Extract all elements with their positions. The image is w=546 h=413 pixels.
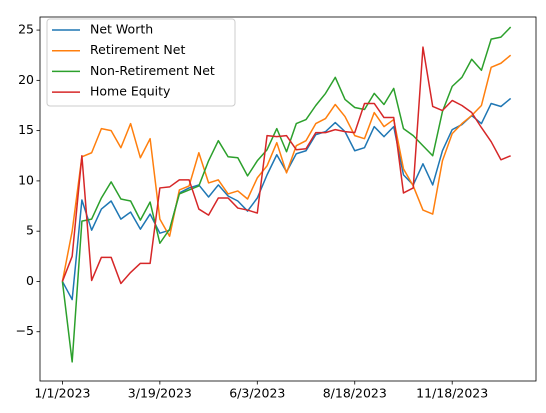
series-line bbox=[61, 26, 512, 363]
x-tick-label: 11/18/2023 bbox=[416, 386, 488, 401]
y-tick-label: 25 bbox=[18, 22, 34, 37]
y-tick-label: −5 bbox=[16, 323, 34, 338]
legend-label: Retirement Net bbox=[90, 42, 185, 57]
legend-label: Net Worth bbox=[90, 22, 153, 37]
x-tick-label: 6/3/2023 bbox=[229, 386, 285, 401]
x-tick-label: 8/18/2023 bbox=[323, 386, 387, 401]
y-tick-label: 5 bbox=[26, 223, 34, 238]
plot-frame bbox=[39, 16, 537, 382]
series-line bbox=[61, 54, 512, 282]
series-line bbox=[61, 46, 511, 285]
y-tick-label: 20 bbox=[18, 72, 34, 87]
y-tick-label: 15 bbox=[18, 122, 34, 137]
x-tick-label: 3/19/2023 bbox=[128, 386, 192, 401]
x-tick-label: 1/1/2023 bbox=[34, 386, 90, 401]
y-tick-label: 10 bbox=[18, 172, 34, 187]
legend-box bbox=[46, 18, 236, 107]
legend-label: Home Equity bbox=[90, 84, 171, 99]
legend-label: Non-Retirement Net bbox=[90, 63, 215, 78]
y-tick-label: 0 bbox=[26, 273, 34, 288]
